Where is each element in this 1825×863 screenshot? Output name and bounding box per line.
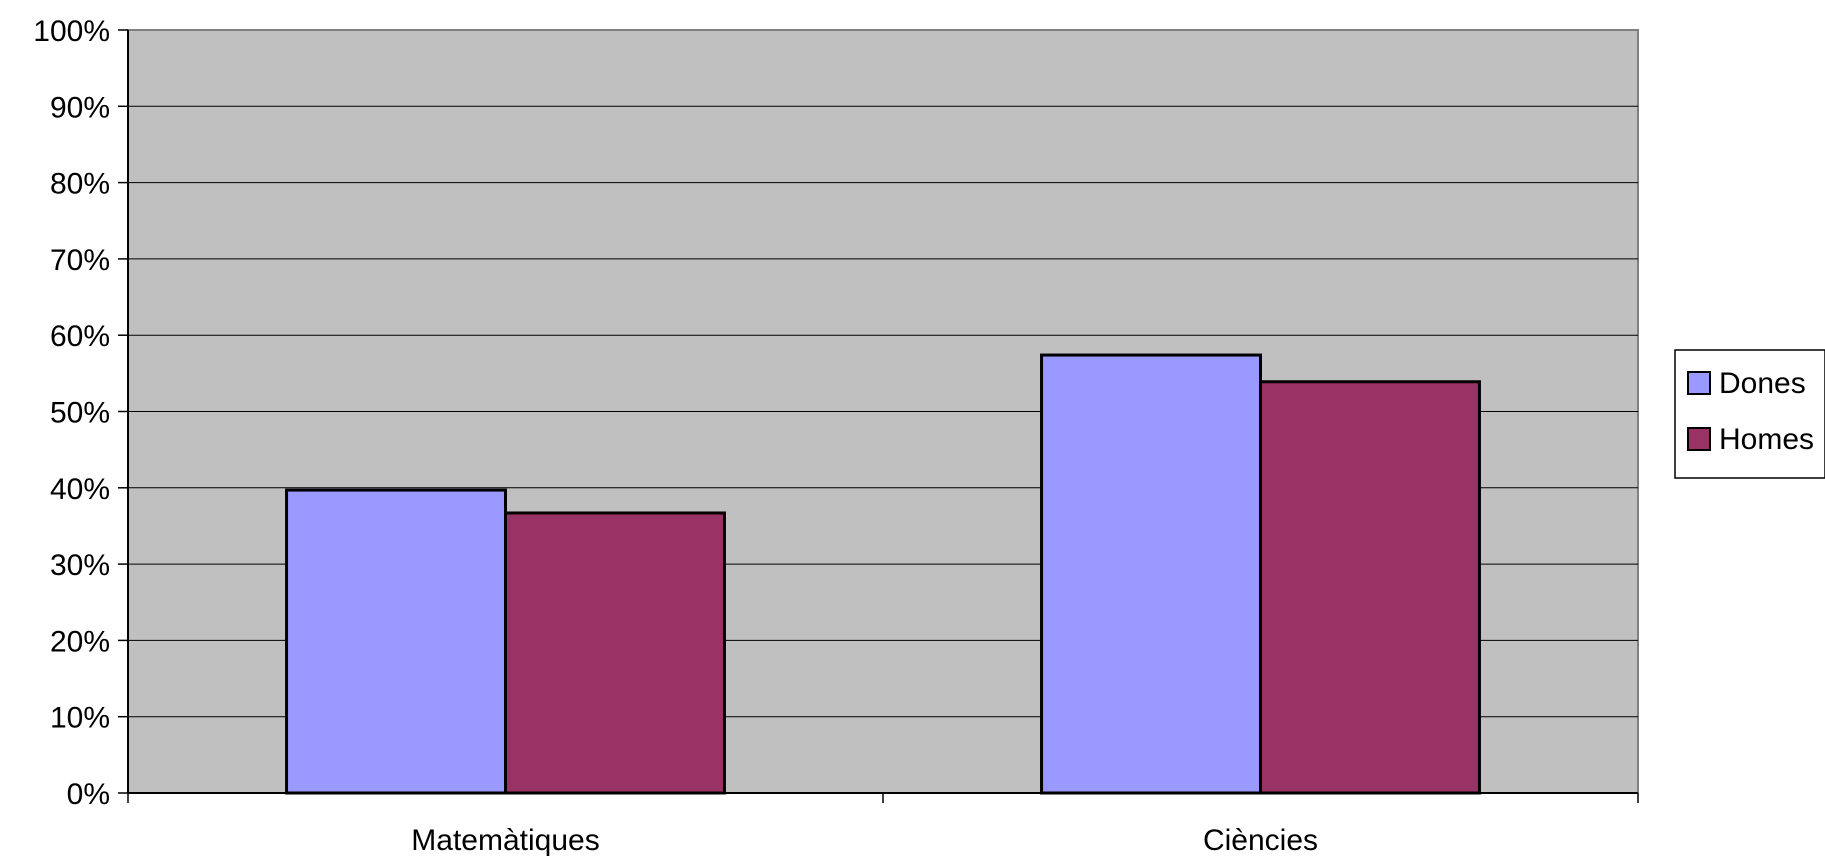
y-tick-label: 10%	[50, 702, 110, 735]
y-tick-label: 90%	[50, 91, 110, 124]
y-tick-label: 60%	[50, 320, 110, 353]
legend-swatch-homes	[1687, 427, 1711, 451]
legend-swatch-dones	[1687, 371, 1711, 395]
y-tick-label: 40%	[50, 473, 110, 506]
legend: Dones Homes	[1674, 349, 1825, 479]
bar-homes-1	[504, 511, 726, 795]
legend-label-homes: Homes	[1719, 423, 1814, 456]
y-tick-label: 0%	[67, 778, 110, 811]
y-tick-label: 70%	[50, 244, 110, 277]
x-category-label: Ciències	[1203, 824, 1318, 857]
x-category-label: Matemàtiques	[411, 824, 599, 857]
bars	[285, 353, 1481, 795]
legend-label-dones: Dones	[1719, 367, 1806, 400]
bar-dones-2	[1040, 353, 1263, 795]
bar-dones-1	[285, 488, 507, 795]
x-axis-labels: Matemàtiques Ciències	[411, 824, 1318, 857]
y-tick-label: 20%	[50, 625, 110, 658]
y-tick-label: 30%	[50, 549, 110, 582]
y-tick-label: 80%	[50, 168, 110, 201]
y-tick-label: 50%	[50, 397, 110, 430]
y-axis-ticks: 0% 10% 20% 30% 40% 50% 60% 70% 80% 90% 100%	[33, 15, 128, 811]
y-tick-label: 100%	[33, 15, 110, 48]
bar-homes-2	[1259, 380, 1481, 795]
